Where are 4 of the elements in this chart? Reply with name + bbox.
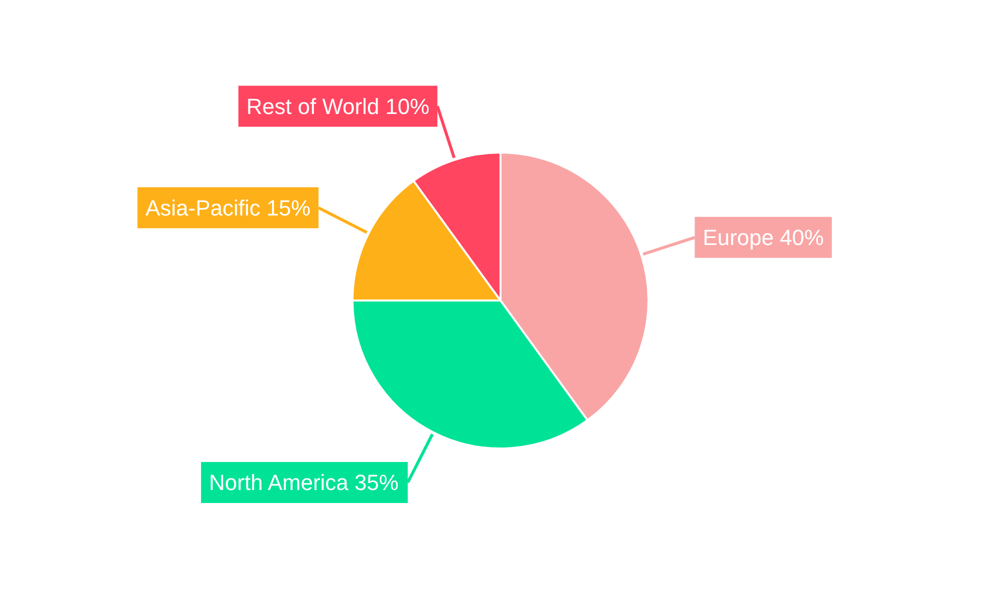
slice-label: North America 35% [209, 470, 399, 495]
slice-label: Asia-Pacific 15% [145, 195, 311, 220]
slice-label: Europe 40% [702, 224, 824, 250]
slice-label: Rest of World 10% [246, 94, 430, 119]
